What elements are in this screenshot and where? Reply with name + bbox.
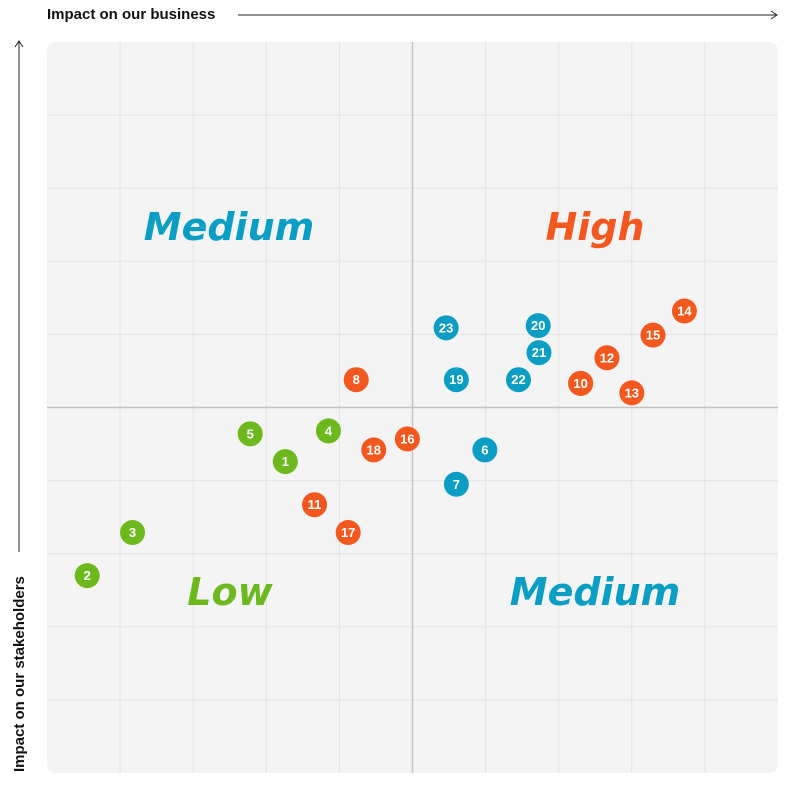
data-point-label: 14	[677, 304, 692, 319]
data-point-16: 16	[394, 426, 420, 452]
data-point-marker	[237, 421, 263, 447]
data-point-marker	[505, 367, 531, 393]
data-point-label: 7	[453, 477, 460, 492]
data-point-marker	[443, 471, 469, 497]
data-point-label: 5	[247, 426, 254, 441]
data-point-marker	[361, 437, 387, 463]
data-point-13: 13	[619, 380, 645, 406]
data-point-marker	[472, 437, 498, 463]
data-point-11: 11	[302, 492, 328, 518]
data-point-marker	[302, 492, 328, 518]
data-point-label: 4	[325, 423, 333, 438]
data-point-marker	[315, 418, 341, 444]
data-point-23: 23	[433, 315, 459, 341]
data-point-12: 12	[594, 345, 620, 371]
data-point-marker	[640, 322, 666, 348]
data-point-21: 21	[526, 340, 552, 366]
data-point-19: 19	[443, 367, 469, 393]
data-point-marker	[671, 298, 697, 324]
quadrant-label-bottom-right: Medium	[510, 570, 680, 614]
data-point-label: 2	[84, 568, 91, 583]
data-point-7: 7	[443, 471, 469, 497]
data-point-marker	[594, 345, 620, 371]
data-point-marker	[335, 520, 361, 546]
data-point-label: 19	[449, 372, 463, 387]
data-point-5: 5	[237, 421, 263, 447]
data-point-label: 18	[367, 442, 381, 457]
data-point-label: 11	[308, 497, 322, 512]
data-point-label: 21	[532, 345, 546, 360]
data-point-label: 8	[353, 372, 360, 387]
data-point-label: 12	[600, 350, 614, 365]
data-point-label: 3	[129, 525, 136, 540]
data-point-2: 2	[74, 563, 100, 589]
data-point-8: 8	[343, 367, 369, 393]
data-point-label: 6	[481, 442, 488, 457]
data-point-label: 17	[341, 525, 355, 540]
data-point-label: 23	[439, 320, 453, 335]
data-point-label: 16	[400, 431, 414, 446]
data-point-marker	[619, 380, 645, 406]
y-axis-arrowhead	[14, 40, 24, 48]
x-axis-arrowhead	[770, 10, 778, 20]
data-point-label: 20	[531, 318, 545, 333]
data-point-6: 6	[472, 437, 498, 463]
data-point-18: 18	[361, 437, 387, 463]
quadrant-label-top-right: High	[545, 205, 644, 249]
quadrant-label-bottom-left: Low	[187, 570, 273, 614]
y-axis-title: Impact on our stakeholders	[11, 576, 28, 772]
data-point-17: 17	[335, 520, 361, 546]
data-point-1: 1	[272, 449, 298, 475]
data-points: 1234567891011121314151617181920212223	[74, 298, 697, 589]
data-point-marker	[74, 563, 100, 589]
data-point-marker	[394, 426, 420, 452]
data-point-4: 4	[315, 418, 341, 444]
data-point-label: 22	[511, 372, 525, 387]
quadrant-dividers	[47, 42, 778, 773]
data-point-14: 14	[671, 298, 697, 324]
data-point-10: 10	[568, 370, 594, 396]
data-point-marker	[568, 370, 594, 396]
data-point-22: 22	[505, 367, 531, 393]
data-point-marker	[120, 520, 146, 546]
data-point-marker	[525, 313, 551, 339]
data-point-label: 10	[573, 376, 587, 391]
data-point-marker	[343, 367, 369, 393]
x-axis-title: Impact on our business	[47, 6, 215, 23]
data-point-label: 15	[646, 328, 660, 343]
data-point-3: 3	[120, 520, 146, 546]
data-point-marker	[433, 315, 459, 341]
data-point-label: 1	[282, 454, 289, 469]
data-point-15: 15	[640, 322, 666, 348]
data-point-marker	[443, 367, 469, 393]
quadrant-label-top-left: Medium	[144, 205, 314, 249]
data-point-label: 13	[625, 385, 639, 400]
data-point-marker	[272, 449, 298, 475]
data-point-20: 20	[525, 313, 551, 339]
data-point-marker	[526, 340, 552, 366]
